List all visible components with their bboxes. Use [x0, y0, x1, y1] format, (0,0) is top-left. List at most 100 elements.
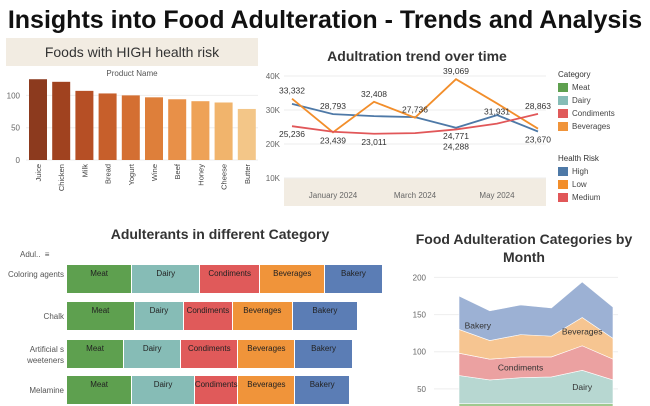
bar-segment-dairy[interactable]: Dairy	[135, 302, 183, 330]
bar-segment-beverages[interactable]: Beverages	[238, 376, 295, 404]
x-tick-label: March 2024	[394, 191, 437, 200]
data-label: 39,069	[443, 66, 469, 76]
bar-segment-condiments[interactable]: Condiments	[194, 376, 238, 404]
y-tick-label: 100	[413, 348, 427, 357]
category-legend-item[interactable]: Dairy	[558, 94, 648, 107]
data-label: 33,332	[279, 86, 305, 96]
legend-label: Beverages	[572, 122, 611, 131]
area-label: Condiments	[498, 362, 543, 372]
segment-label: Bakery	[309, 380, 335, 389]
x-tick-label: January 2024	[309, 191, 358, 200]
category-legend-item[interactable]: Beverages	[558, 120, 648, 133]
category-legend-item[interactable]: Condiments	[558, 107, 648, 120]
data-label: 24,771	[443, 131, 469, 141]
legend-label: Meat	[572, 83, 590, 92]
bar-segment-meat[interactable]: Meat	[67, 376, 132, 404]
health-risk-legend-item[interactable]: High	[558, 165, 648, 178]
bar-segment-bakery[interactable]: Bakery	[325, 265, 382, 293]
bar-segment-dairy[interactable]: Dairy	[132, 376, 194, 404]
adulterant-row-label: Artificial s weeteners	[27, 345, 64, 365]
health-risk-legend-item[interactable]: Low	[558, 178, 648, 191]
legend-swatch	[558, 83, 568, 92]
segment-label: Bakery	[340, 269, 366, 278]
adulterants-title: Adulterants in different Category	[110, 226, 330, 242]
y-tick-label: 0	[16, 156, 21, 165]
adulterant-column-header[interactable]: Adul.. ≡	[20, 250, 49, 259]
bar-segment-beverages[interactable]: Beverages	[238, 340, 295, 368]
bar-segment-beverages[interactable]: Beverages	[232, 302, 292, 330]
bar-segment-meat[interactable]: Meat	[67, 340, 124, 368]
x-tick-label: Milk	[80, 164, 89, 178]
bar-segment-bakery[interactable]: Bakery	[292, 302, 358, 330]
monthly-area-chart: 50 100 150 200 Bakery Beverages Condiments Dair…	[413, 273, 618, 406]
bar-segment-dairy[interactable]: Dairy	[132, 265, 200, 293]
x-tick-label: Cheese	[220, 164, 229, 190]
x-tick-label: Butter	[243, 164, 252, 185]
area-label: Dairy	[572, 382, 593, 392]
category-legend-item[interactable]: Meat	[558, 81, 648, 94]
bar-segment-meat[interactable]: Meat	[67, 302, 134, 330]
bar-segment-bakery[interactable]: Bakery	[295, 376, 349, 404]
area-bakery	[458, 281, 614, 341]
trend-title: Adultration trend over time	[327, 48, 507, 64]
data-label: 28,863	[525, 101, 551, 111]
legend-label: Medium	[572, 193, 601, 202]
bar-segment-condiments[interactable]: Condiments	[200, 265, 260, 293]
legend-swatch	[558, 109, 568, 118]
bar-segment-condiments[interactable]: Condiments	[183, 302, 232, 330]
segment-label: Meat	[86, 344, 104, 353]
legend-swatch	[558, 96, 568, 105]
segment-label: Dairy	[156, 269, 176, 278]
bar-segment-bakery[interactable]: Bakery	[295, 340, 352, 368]
data-label: 24,288	[443, 141, 469, 151]
data-label: 32,408	[361, 89, 387, 99]
x-tick-label: May 2024	[479, 191, 515, 200]
category-legend-title: Category	[558, 70, 591, 79]
legend-label: High	[572, 167, 589, 176]
legend-swatch	[558, 193, 568, 202]
legend-swatch	[558, 167, 568, 176]
y-tick-label: 20K	[266, 140, 281, 149]
bar-segment-dairy[interactable]: Dairy	[124, 340, 181, 368]
segment-label: Meat	[90, 269, 109, 278]
stacked-bar-row: Meat Dairy Condiments Beverages Bakery	[67, 302, 358, 330]
bar	[75, 90, 94, 160]
data-label: 27,736	[402, 105, 428, 115]
y-tick-label: 200	[413, 273, 427, 282]
bar-segment-condiments[interactable]: Condiments	[181, 340, 238, 368]
health-risk-legend-title: Health Risk	[558, 154, 599, 163]
stacked-bar-row: Meat Dairy Condiments Beverages Bakery	[67, 340, 353, 368]
x-tick-label: Bread	[104, 164, 113, 184]
data-label: 23,439	[320, 135, 346, 145]
monthly-title-line1: Food Adulteration Categories by	[415, 231, 633, 247]
x-tick-label: Yogurt	[127, 163, 136, 185]
series-line-medium	[291, 112, 539, 135]
bar-segment-beverages[interactable]: Beverages	[260, 265, 325, 293]
legend-label: Condiments	[572, 109, 615, 118]
bar-segment-meat[interactable]: Meat	[67, 265, 132, 293]
stacked-bar-row: Meat Dairy Condiments Beverages Bakery	[67, 265, 383, 293]
bar	[237, 108, 256, 160]
legend-label: Dairy	[572, 96, 591, 105]
segment-label: Meat	[91, 306, 110, 315]
legend-swatch	[558, 180, 568, 189]
high-risk-header: Foods with HIGH health risk	[6, 38, 258, 66]
sort-icon[interactable]: ≡	[44, 250, 50, 259]
trend-line-chart: 10K 20K 30K 40K January 2024 March 2024 May 20…	[266, 66, 551, 206]
segment-label: Condiments	[194, 380, 238, 389]
segment-label: Dairy	[142, 344, 162, 353]
category-legend: Category Meat Dairy Condiments Beverages	[558, 70, 648, 133]
data-label: 23,011	[361, 137, 387, 147]
y-tick-label: 10K	[266, 174, 281, 183]
adulterant-row-label: Coloring agents	[7, 270, 64, 279]
x-tick-label: Wine	[150, 164, 159, 181]
health-risk-legend-item[interactable]: Medium	[558, 191, 648, 204]
health-risk-legend: Health Risk High Low Medium	[558, 154, 648, 204]
bar	[214, 102, 233, 160]
dashboard-title: Insights into Food Adulteration - Trends…	[7, 6, 643, 34]
segment-label: Beverages	[273, 269, 312, 278]
stacked-bar-row: Meat Dairy Condiments Beverages Bakery	[67, 376, 350, 404]
segment-label: Condiments	[208, 269, 252, 278]
monthly-title: Food Adulteration Categories by Month	[404, 230, 644, 266]
bar	[98, 93, 117, 160]
